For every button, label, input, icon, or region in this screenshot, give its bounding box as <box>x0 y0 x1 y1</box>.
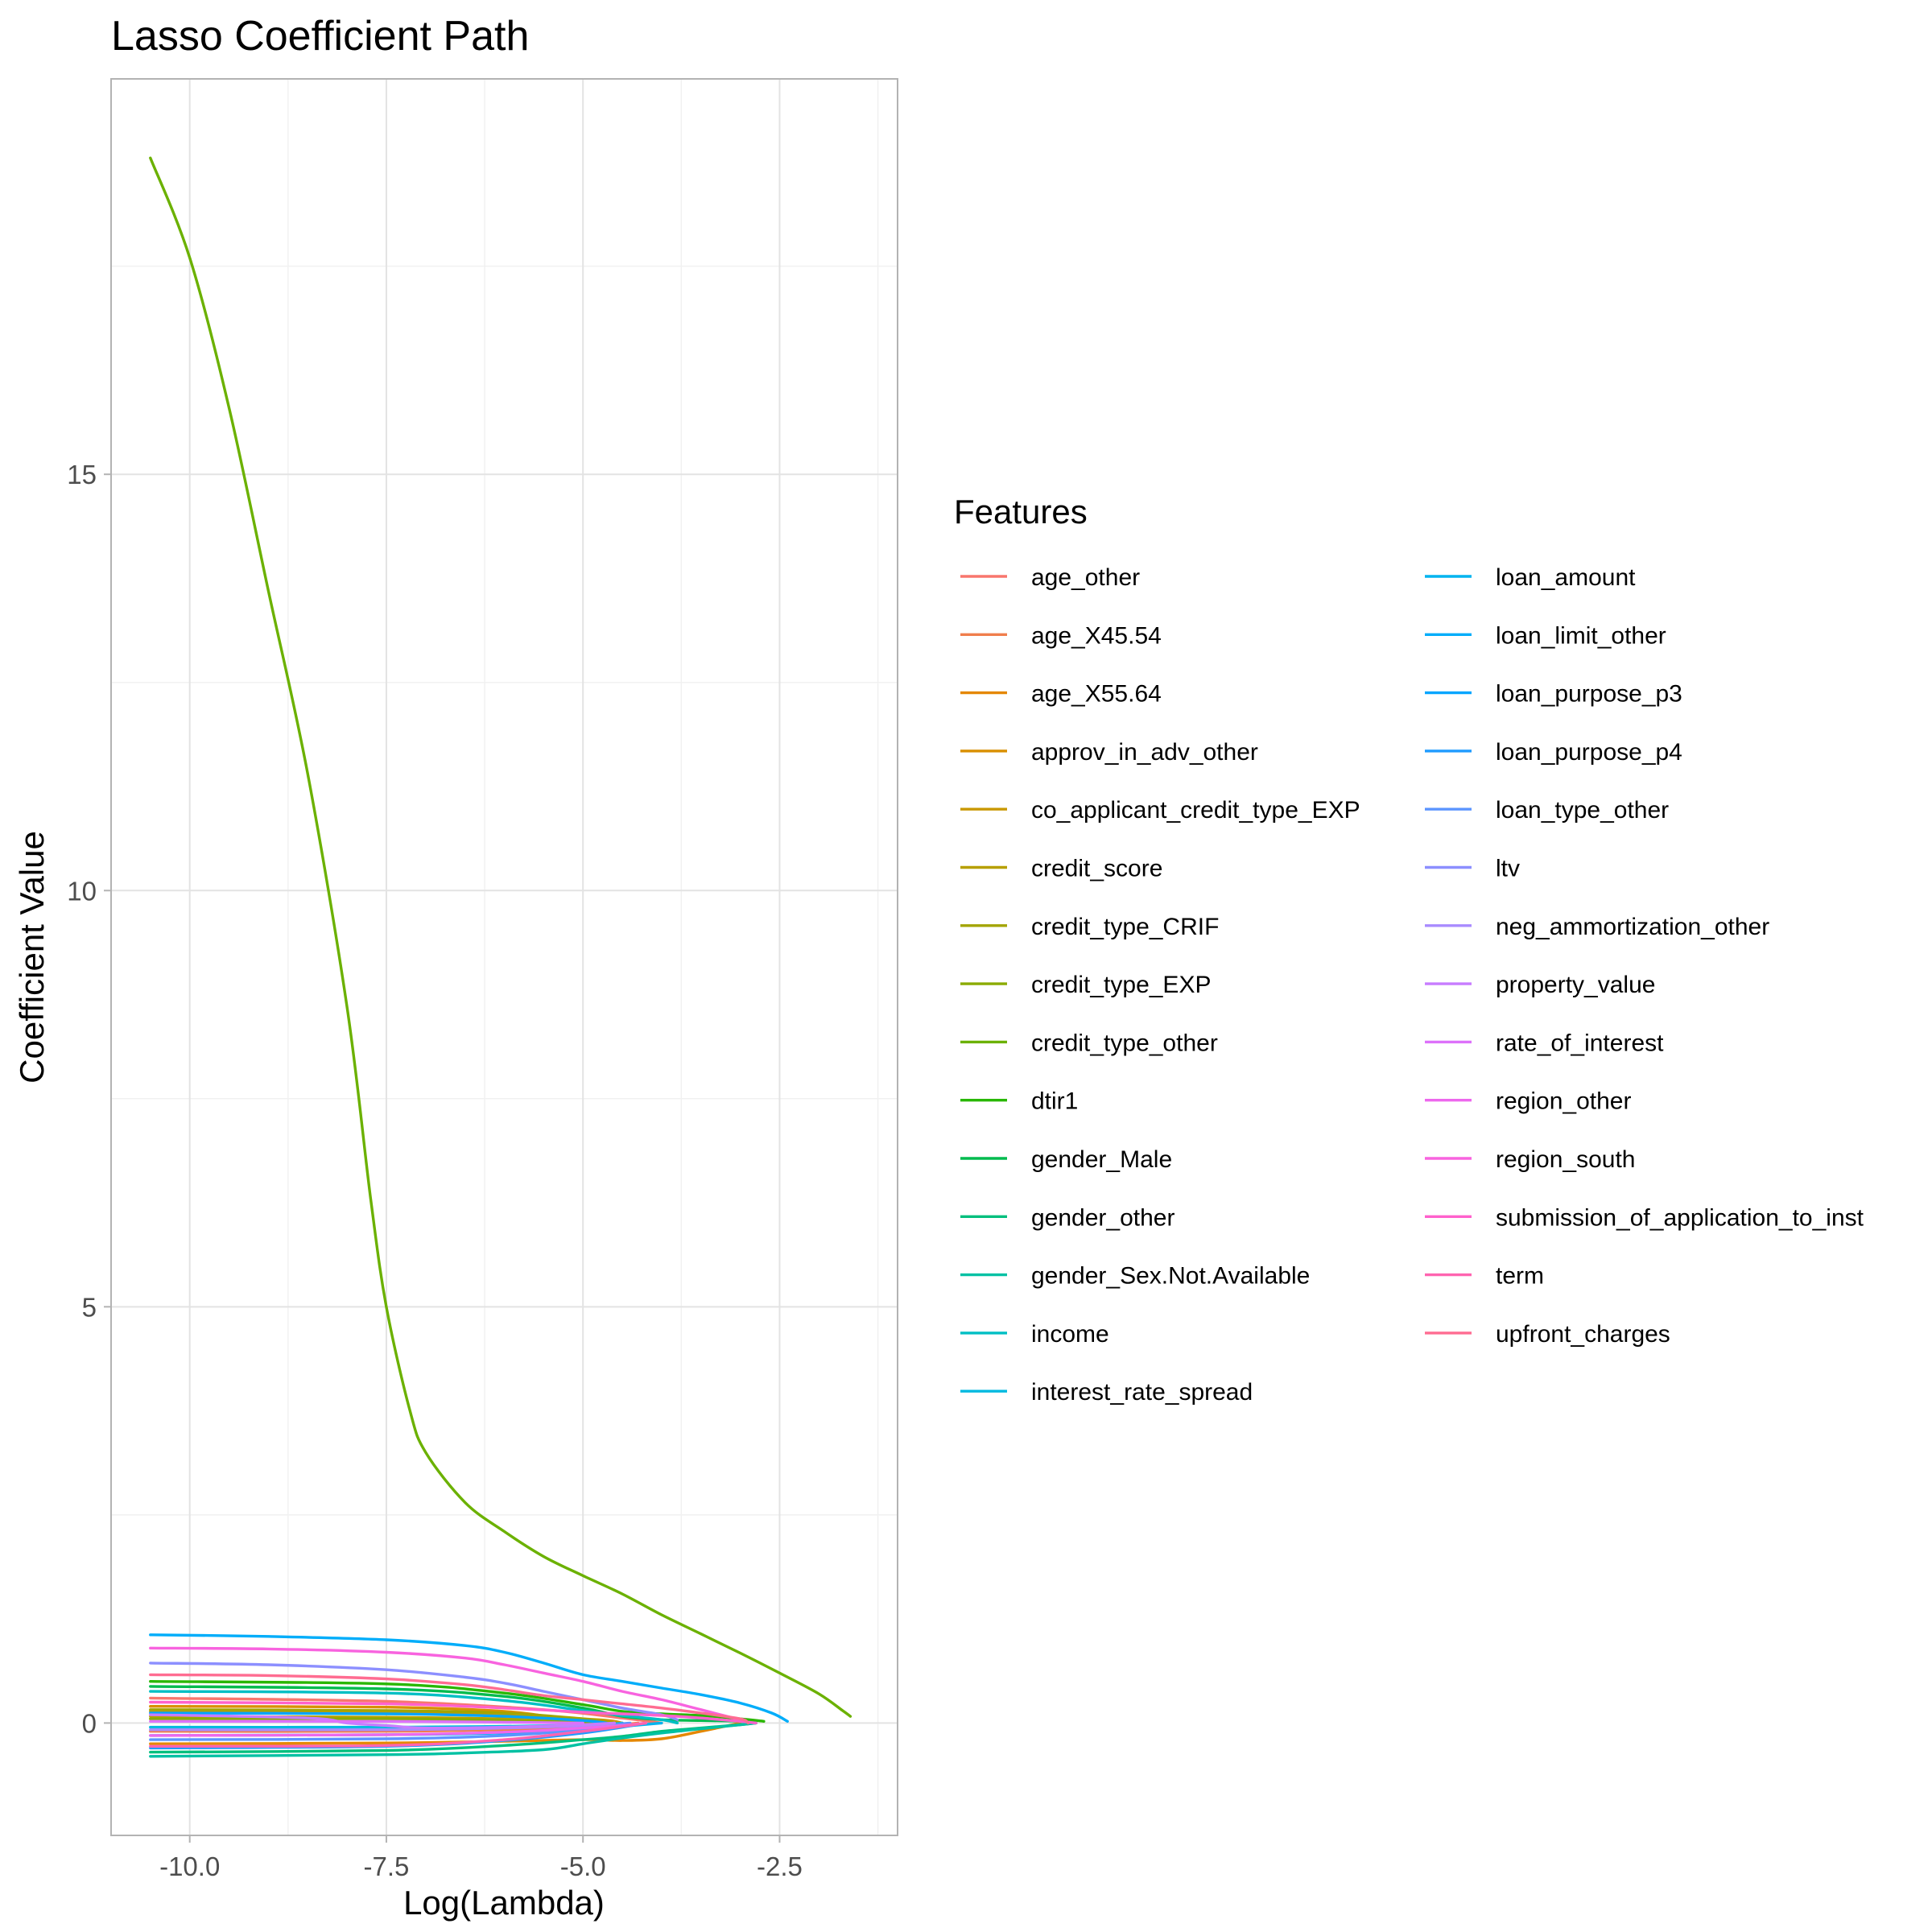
series-line-gender_Male <box>149 1685 758 1725</box>
legend-label-age_X45.54: age_X45.54 <box>1031 622 1162 649</box>
minor-gridlines <box>111 79 898 1835</box>
x-axis-ticks: -10.0 -7.5 -5.0 -2.5 <box>159 1835 803 1881</box>
legend-label-gender_other: gender_other <box>1031 1204 1174 1231</box>
legend-title: Features <box>954 493 1088 530</box>
legend-item-interest_rate_spread: interest_rate_spread <box>960 1379 1253 1406</box>
legend-label-credit_type_CRIF: credit_type_CRIF <box>1031 914 1219 940</box>
legend-label-credit_score: credit_score <box>1031 856 1162 882</box>
y-tick-label: 5 <box>82 1292 97 1322</box>
legend-item-loan_limit_other: loan_limit_other <box>1425 622 1666 649</box>
x-tick-label: -2.5 <box>757 1852 803 1881</box>
series-line-income <box>149 1690 679 1725</box>
legend-item-loan_purpose_p3: loan_purpose_p3 <box>1425 681 1682 708</box>
legend-item-credit_type_CRIF: credit_type_CRIF <box>960 914 1219 940</box>
legend-item-ltv: ltv <box>1425 856 1520 882</box>
coefficient-series <box>149 156 852 1758</box>
legend-item-property_value: property_value <box>1425 972 1655 998</box>
legend-label-rate_of_interest: rate_of_interest <box>1496 1030 1664 1056</box>
series-line-ltv <box>149 1662 679 1721</box>
legend-label-age_X55.64: age_X55.64 <box>1031 681 1162 708</box>
legend-label-loan_type_other: loan_type_other <box>1496 797 1669 824</box>
y-tick-label: 10 <box>67 876 97 906</box>
series-line-rate_of_interest <box>149 1719 584 1725</box>
legend-item-neg_ammortization_other: neg_ammortization_other <box>1425 914 1769 940</box>
legend-label-loan_purpose_p3: loan_purpose_p3 <box>1496 681 1682 708</box>
legend-label-neg_ammortization_other: neg_ammortization_other <box>1496 914 1769 940</box>
legend-item-upfront_charges: upfront_charges <box>1425 1321 1670 1348</box>
x-axis-title: Log(Lambda) <box>403 1884 605 1922</box>
series-line-dtir1 <box>149 1680 766 1723</box>
legend-label-loan_amount: loan_amount <box>1496 564 1636 591</box>
panel-border <box>110 78 898 1836</box>
legend-label-region_other: region_other <box>1496 1088 1631 1115</box>
x-tick-label: -5.0 <box>560 1852 606 1881</box>
y-axis-title: Coefficient Value <box>13 831 51 1084</box>
legend-item-co_applicant_credit_type_EXP: co_applicant_credit_type_EXP <box>960 797 1360 824</box>
legend-item-region_south: region_south <box>1425 1146 1635 1173</box>
legend-label-credit_type_other: credit_type_other <box>1031 1030 1218 1056</box>
legend-item-gender_Male: gender_Male <box>960 1146 1172 1173</box>
legend-label-upfront_charges: upfront_charges <box>1496 1321 1670 1348</box>
legend-label-loan_limit_other: loan_limit_other <box>1496 622 1666 649</box>
plot-panel <box>110 78 898 1836</box>
legend-item-loan_type_other: loan_type_other <box>1425 797 1669 824</box>
legend-item-region_other: region_other <box>1425 1088 1631 1115</box>
legend-item-loan_purpose_p4: loan_purpose_p4 <box>1425 739 1682 766</box>
legend-label-ltv: ltv <box>1496 856 1520 882</box>
series-line-gender_Sex.Not.Available <box>149 1721 758 1758</box>
chart-title: Lasso Coefficient Path <box>111 13 529 60</box>
legend-item-credit_type_EXP: credit_type_EXP <box>960 972 1211 998</box>
legend-item-age_other: age_other <box>960 564 1140 591</box>
major-gridlines <box>111 79 898 1835</box>
legend-label-approv_in_adv_other: approv_in_adv_other <box>1031 739 1258 766</box>
legend-label-submission_of_application_to_inst: submission_of_application_to_inst <box>1496 1204 1864 1231</box>
legend: Features age_other age_X45.54 age_X55.64ap… <box>954 493 1864 1406</box>
legend-item-dtir1: dtir1 <box>960 1088 1078 1115</box>
legend-item-gender_Sex.Not.Available: gender_Sex.Not.Available <box>960 1263 1310 1290</box>
series-line-region_south <box>149 1646 742 1721</box>
y-axis-ticks: 0 5 10 15 <box>67 460 111 1738</box>
legend-label-dtir1: dtir1 <box>1031 1088 1078 1115</box>
legend-item-term: term <box>1425 1263 1544 1290</box>
legend-label-age_other: age_other <box>1031 564 1140 591</box>
series-line-submission_of_application_to_inst <box>149 1700 758 1725</box>
legend-item-credit_type_other: credit_type_other <box>960 1030 1218 1056</box>
legend-item-rate_of_interest: rate_of_interest <box>1425 1030 1664 1056</box>
legend-items: age_other age_X45.54 age_X55.64 approv_in_a… <box>960 564 1864 1406</box>
series-line-term <box>149 1721 648 1748</box>
legend-label-credit_type_EXP: credit_type_EXP <box>1031 972 1211 998</box>
legend-item-loan_amount: loan_amount <box>1425 564 1636 591</box>
legend-label-term: term <box>1496 1263 1544 1290</box>
x-tick-label: -7.5 <box>364 1852 410 1881</box>
legend-item-income: income <box>960 1321 1109 1348</box>
series-line-credit_type_CRIF <box>149 1708 616 1725</box>
legend-label-region_south: region_south <box>1496 1146 1635 1173</box>
series-line-property_value <box>149 1713 616 1730</box>
legend-label-interest_rate_spread: interest_rate_spread <box>1031 1379 1253 1406</box>
legend-label-income: income <box>1031 1321 1109 1348</box>
legend-label-gender_Sex.Not.Available: gender_Sex.Not.Available <box>1031 1263 1310 1290</box>
legend-label-loan_purpose_p4: loan_purpose_p4 <box>1496 739 1682 766</box>
y-tick-label: 0 <box>82 1708 97 1738</box>
series-line-loan_purpose_p3 <box>149 1711 609 1725</box>
legend-item-credit_score: credit_score <box>960 856 1162 882</box>
series-line-upfront_charges <box>149 1673 750 1725</box>
legend-item-submission_of_application_to_inst: submission_of_application_to_inst <box>1425 1204 1864 1231</box>
x-tick-label: -10.0 <box>159 1852 220 1881</box>
series-line-loan_limit_other <box>149 1633 789 1723</box>
legend-item-age_X45.54: age_X45.54 <box>960 622 1162 649</box>
y-tick-label: 15 <box>67 460 97 489</box>
legend-label-property_value: property_value <box>1496 972 1655 998</box>
legend-item-approv_in_adv_other: approv_in_adv_other <box>960 739 1258 766</box>
legend-label-gender_Male: gender_Male <box>1031 1146 1172 1173</box>
series-line-credit_type_other <box>149 156 852 1718</box>
legend-item-age_X55.64: age_X55.64 <box>960 681 1162 708</box>
legend-label-co_applicant_credit_type_EXP: co_applicant_credit_type_EXP <box>1031 797 1360 824</box>
legend-item-gender_other: gender_other <box>960 1204 1174 1231</box>
